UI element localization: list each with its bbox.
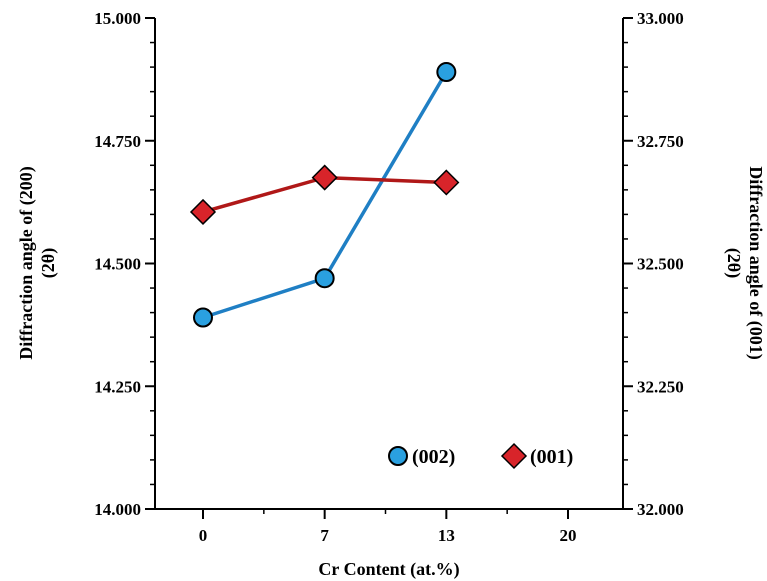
right-tick-label: 32.000	[637, 500, 684, 519]
x-tick-label: 0	[199, 526, 208, 545]
left-axis-title-line2: (2θ)	[38, 248, 59, 278]
data-point-002	[436, 62, 457, 83]
left-tick-label: 14.500	[94, 255, 141, 274]
legend-label-002: (002)	[412, 446, 455, 468]
right-tick-label: 32.500	[637, 255, 684, 274]
left-tick-label: 14.000	[94, 500, 141, 519]
legend-marker-002	[388, 446, 408, 466]
x-tick-label: 7	[320, 526, 329, 545]
x-tick-label: 20	[560, 526, 577, 545]
series-layer	[189, 62, 460, 328]
right-axis-title: Diffraction angle of (001) (2θ)	[723, 166, 766, 359]
data-point-001	[311, 164, 338, 191]
data-point-001	[189, 198, 217, 226]
legend-marker-001	[500, 442, 528, 470]
legend: (002) (001)	[388, 442, 573, 470]
legend-label-001: (001)	[530, 446, 573, 468]
x-axis-title: Cr Content (at.%)	[318, 559, 459, 580]
data-point-002	[193, 307, 213, 328]
data-point-002	[314, 268, 335, 289]
left-tick-label: 15.000	[94, 9, 141, 28]
left-ticks: 14.000 14.250 14.500 14.750 15.000	[94, 9, 155, 519]
right-tick-label: 33.000	[637, 9, 684, 28]
right-axis-title-line2: (2θ)	[723, 248, 744, 278]
left-tick-label: 14.750	[94, 132, 141, 151]
x-ticks: 0 7 13 20	[199, 509, 577, 545]
right-tick-label: 32.750	[637, 132, 684, 151]
right-axis-title-line1: Diffraction angle of (001)	[745, 166, 766, 359]
x-tick-label: 13	[438, 526, 455, 545]
right-tick-label: 32.250	[637, 377, 684, 396]
data-point-001	[433, 169, 460, 196]
left-tick-label: 14.250	[94, 377, 141, 396]
left-axis-title-line1: Diffraction angle of (200)	[16, 166, 37, 359]
left-axis-title: Diffraction angle of (200) (2θ)	[16, 166, 59, 359]
right-ticks: 32.000 32.250 32.500 32.750 33.000	[623, 9, 684, 519]
